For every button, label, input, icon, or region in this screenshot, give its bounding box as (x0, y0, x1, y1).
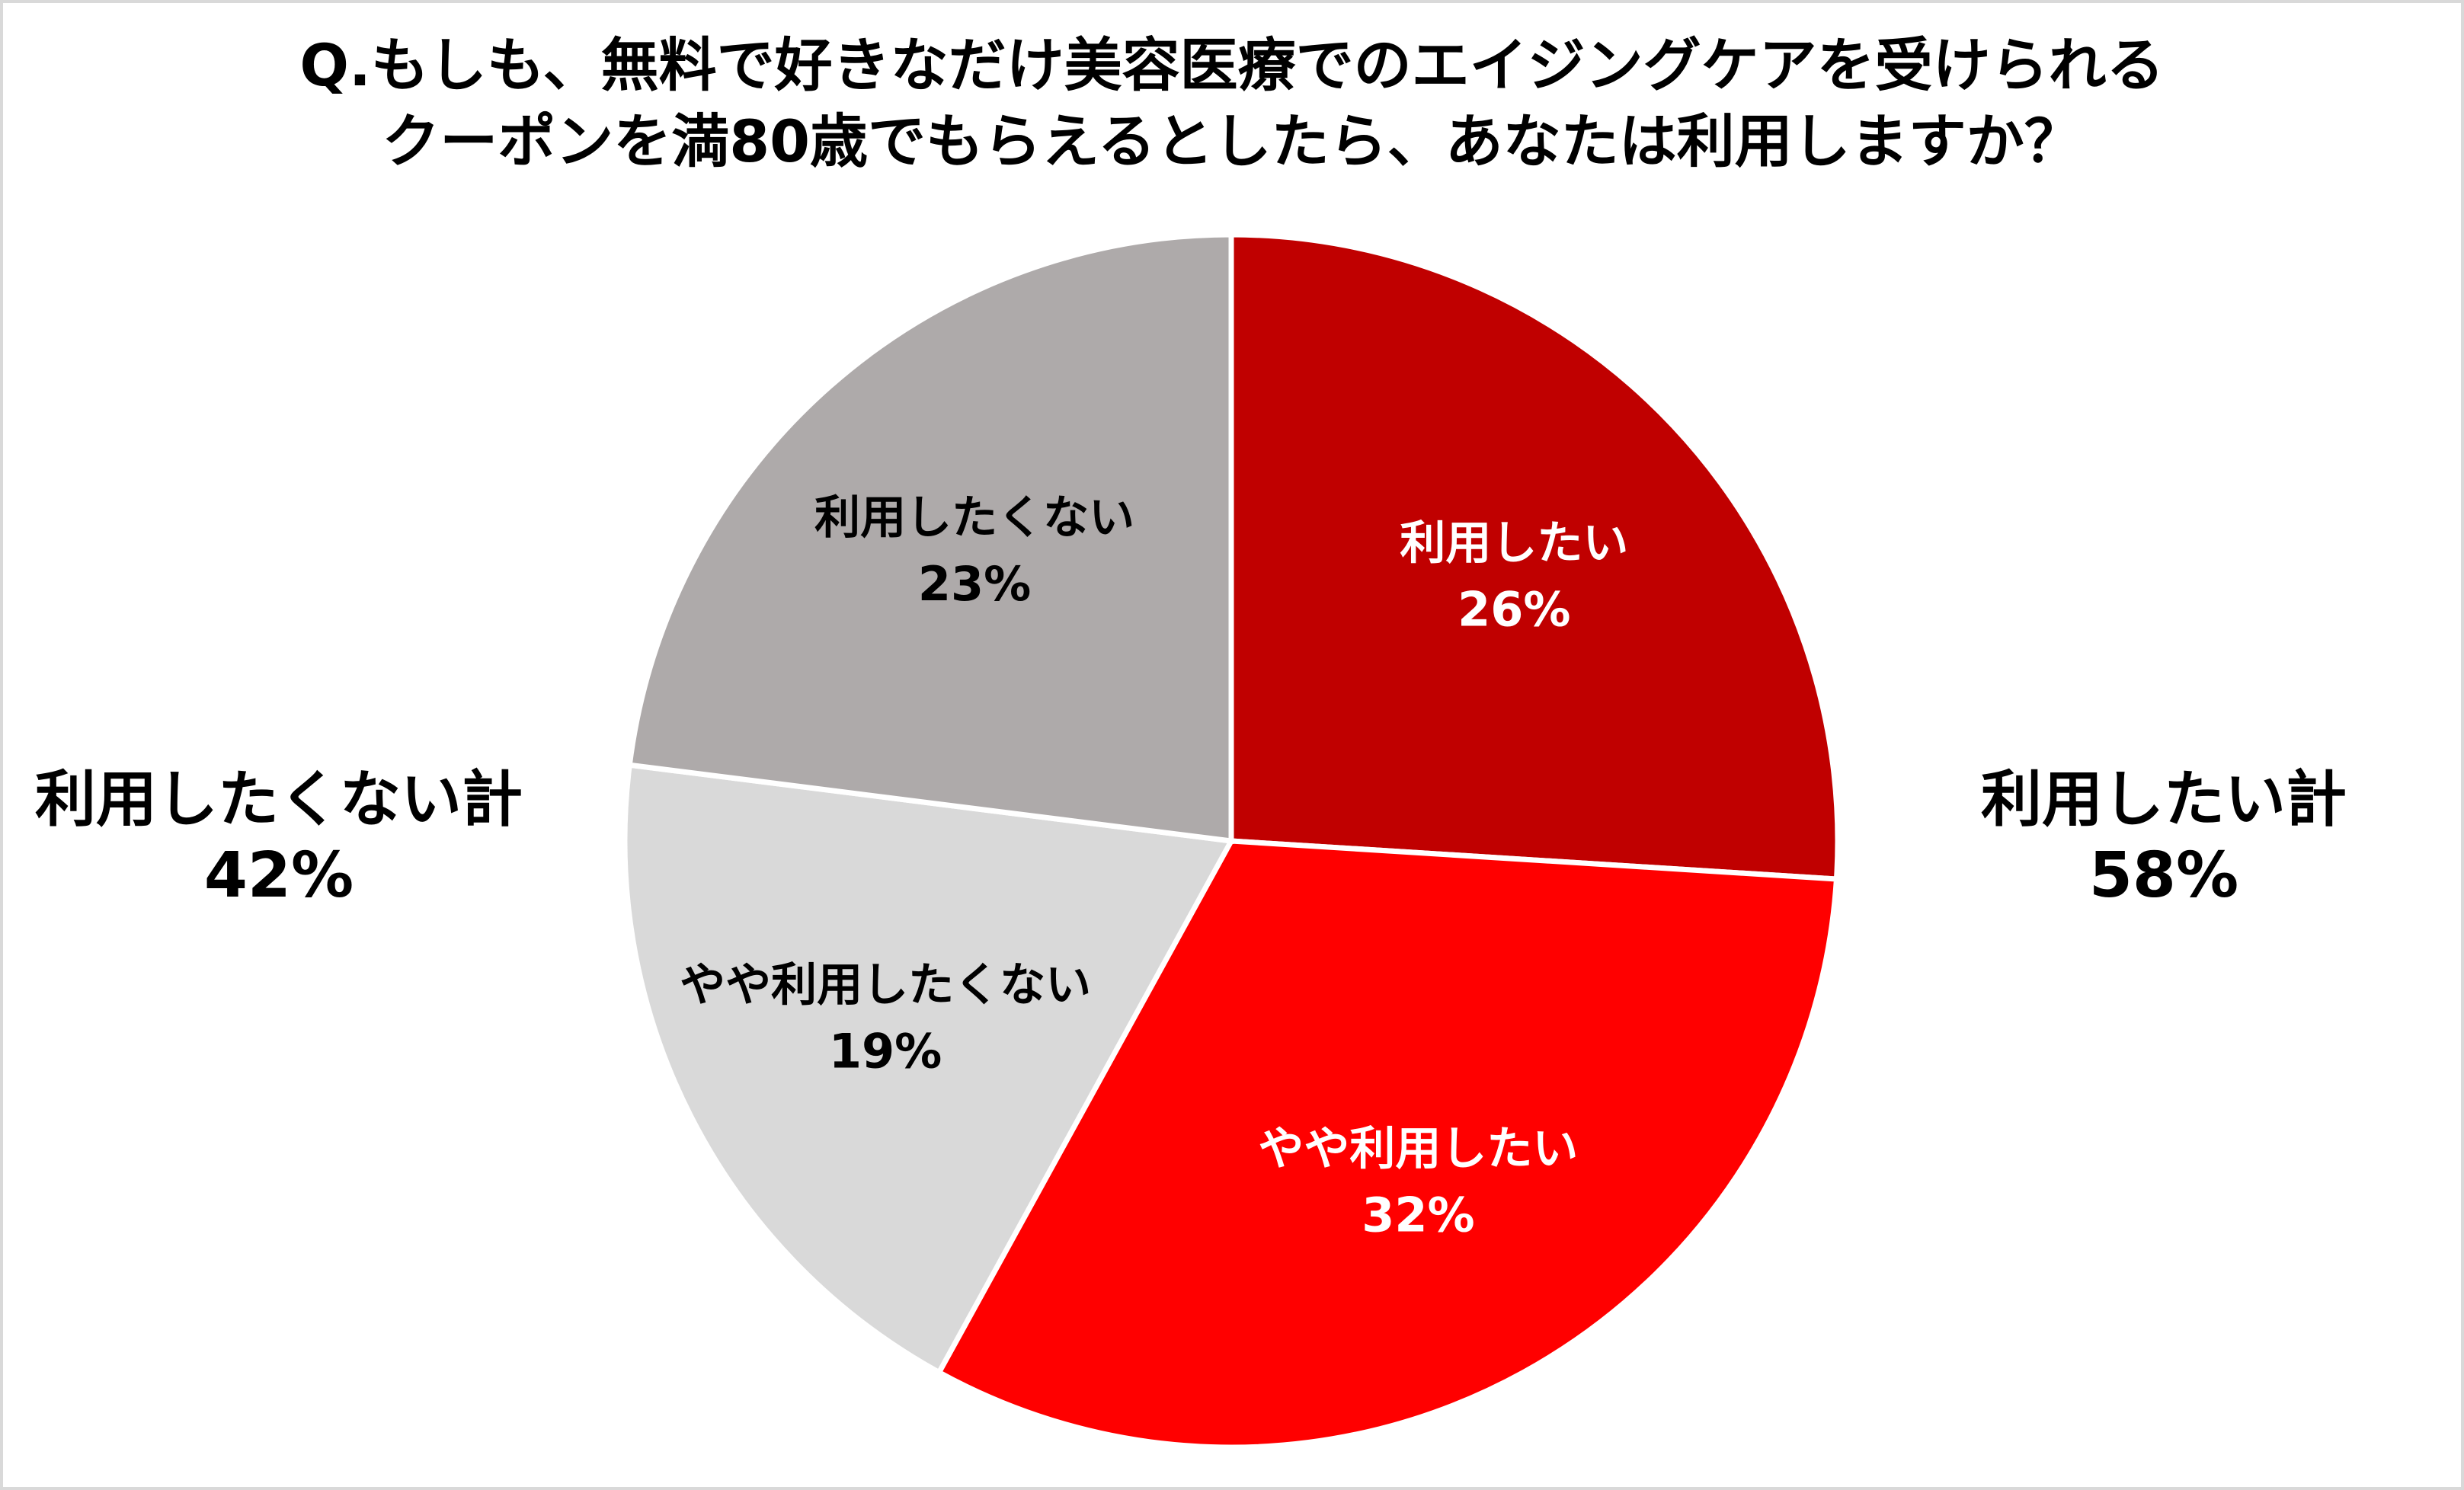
slice-no-label: 利用したくない (814, 491, 1134, 545)
slice-yes-label: 利用したい (1400, 516, 1628, 570)
total-negative-value: 42% (203, 839, 354, 912)
slice-somewhat-no-value: 19% (829, 1023, 942, 1079)
slice-somewhat-no-label: やや利用したくない (680, 958, 1091, 1012)
slice-somewhat-yes (935, 838, 1840, 1450)
total-positive-label: 利用したい計 (1981, 764, 2347, 835)
slice-somewhat-yes-value: 32% (1362, 1187, 1474, 1242)
slice-no (626, 232, 1234, 844)
slice-no-value: 23% (918, 556, 1031, 612)
total-positive: 利用したい計 58% (1859, 762, 2464, 914)
chart-title-line-1: Q.もしも、無料で好きなだけ美容医療でのエイジングケアを受けられる (299, 31, 2165, 99)
chart-title-line-2: クーポンを満80歳でもらえるとしたら、あなたは利用しますか？ (382, 107, 2082, 175)
total-negative-label: 利用したくない計 (35, 764, 523, 835)
total-negative: 利用したくない計 42% (0, 762, 584, 914)
slice-yes-value: 26% (1458, 581, 1570, 637)
total-positive-value: 58% (2088, 839, 2239, 912)
slice-somewhat-no (622, 762, 1236, 1376)
slice-yes (1228, 232, 1841, 882)
slice-somewhat-yes-label: やや利用したい (1258, 1122, 1578, 1175)
